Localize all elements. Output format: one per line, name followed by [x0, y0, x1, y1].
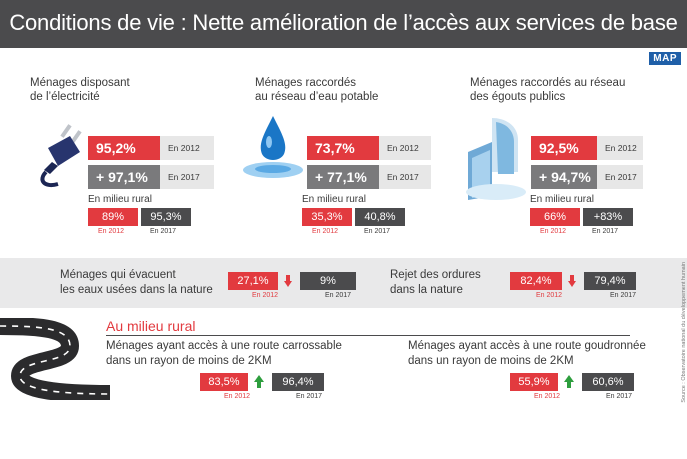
water-2012-value: 73,7% [307, 136, 379, 160]
sewer-title: Ménages raccordés au réseau des égouts p… [470, 77, 626, 103]
electricity-rural-2012: 89% [88, 208, 138, 226]
electricity-rural-year-2017: En 2017 [150, 228, 177, 235]
rural-heading: Au milieu rural [106, 318, 196, 334]
paved-road-2012: 55,9% [510, 373, 558, 391]
electricity-2012-year: En 2012 [160, 136, 214, 160]
electricity-2017-year: En 2017 [160, 165, 214, 189]
garbage-2012: 82,4% [510, 272, 562, 290]
water-rural-2017: 40,8% [355, 208, 405, 226]
sewer-2012-value: 92,5% [531, 136, 597, 160]
electricity-rural-year-2012: En 2012 [98, 228, 125, 235]
carrossable-road-year-2012: En 2012 [224, 393, 251, 400]
water-drop-icon [243, 116, 303, 178]
wastewater-year-2017: En 2017 [325, 292, 352, 299]
carrossable-road-2012: 83,5% [200, 373, 248, 391]
waterfall-icon [462, 112, 526, 202]
water-2017-value: + 77,1% [307, 165, 379, 189]
water-rural-year-2012: En 2012 [312, 228, 339, 235]
water-2017-year: En 2017 [379, 165, 431, 189]
water-rural-2012: 35,3% [302, 208, 352, 226]
water-2012-pill: 73,7% En 2012 [307, 136, 431, 160]
water-2012-year: En 2012 [379, 136, 431, 160]
electricity-2012-pill: 95,2% En 2012 [88, 136, 214, 160]
sewer-2012-year: En 2012 [597, 136, 643, 160]
water-rural-label: En milieu rural [302, 194, 366, 205]
water-2017-pill: + 77,1% En 2017 [307, 165, 431, 189]
rural-divider [106, 335, 630, 336]
electric-plug-icon [40, 124, 82, 187]
garbage-year-2017: En 2017 [610, 292, 637, 299]
carrossable-road-2017: 96,4% [272, 373, 324, 391]
map-logo: MAP [649, 52, 681, 65]
wastewater-2012: 27,1% [228, 272, 278, 290]
sewer-2017-value: + 94,7% [531, 165, 597, 189]
electricity-rural-2017: 95,3% [141, 208, 191, 226]
electricity-title: Ménages disposant de l’électricité [30, 77, 130, 103]
paved-road-label: Ménages ayant accès à une route goudronn… [408, 340, 646, 367]
road-icon [0, 318, 110, 400]
sewer-rural-2012: 66% [530, 208, 580, 226]
wastewater-year-2012: En 2012 [252, 292, 279, 299]
electricity-rural-label: En milieu rural [88, 194, 152, 205]
sewer-2012-pill: 92,5% En 2012 [531, 136, 643, 160]
page-title: Conditions de vie : Nette amélioration d… [9, 10, 678, 35]
sewer-rural-2017: +83% [583, 208, 633, 226]
title-bar: Conditions de vie : Nette amélioration d… [0, 0, 687, 48]
water-title: Ménages raccordés au réseau d’eau potabl… [255, 77, 379, 103]
garbage-2017: 79,4% [584, 272, 636, 290]
electricity-2017-pill: + 97,1% En 2017 [88, 165, 214, 189]
electricity-2017-value: + 97,1% [88, 165, 160, 189]
sewer-rural-year-2017: En 2017 [592, 228, 619, 235]
wastewater-2017: 9% [300, 272, 356, 290]
sewer-2017-year: En 2017 [597, 165, 643, 189]
wastewater-label: Ménages qui évacuent les eaux usées dans… [60, 269, 213, 296]
garbage-year-2012: En 2012 [536, 292, 563, 299]
electricity-2012-value: 95,2% [88, 136, 160, 160]
garbage-label: Rejet des ordures dans la nature [390, 269, 481, 296]
carrossable-road-year-2017: En 2017 [296, 393, 323, 400]
carrossable-road-label: Ménages ayant accès à une route carrossa… [106, 340, 342, 367]
source-note: Source : Observatoire national du dévelo… [681, 262, 687, 403]
sewer-2017-pill: + 94,7% En 2017 [531, 165, 643, 189]
water-rural-year-2017: En 2017 [364, 228, 391, 235]
paved-road-year-2012: En 2012 [534, 393, 561, 400]
sewer-rural-year-2012: En 2012 [540, 228, 567, 235]
paved-road-2017: 60,6% [582, 373, 634, 391]
sewer-rural-label: En milieu rural [530, 194, 594, 205]
paved-road-year-2017: En 2017 [606, 393, 633, 400]
